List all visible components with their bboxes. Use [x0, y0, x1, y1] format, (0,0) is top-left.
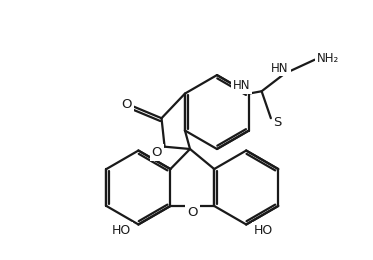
Text: NH₂: NH₂: [317, 52, 339, 65]
Text: S: S: [274, 115, 282, 128]
Text: O: O: [152, 146, 162, 159]
Text: HO: HO: [112, 224, 131, 237]
Text: O: O: [122, 98, 132, 111]
Text: O: O: [187, 206, 198, 219]
Text: HO: HO: [254, 224, 273, 237]
Text: HN: HN: [271, 62, 289, 75]
Text: HN: HN: [233, 79, 250, 92]
